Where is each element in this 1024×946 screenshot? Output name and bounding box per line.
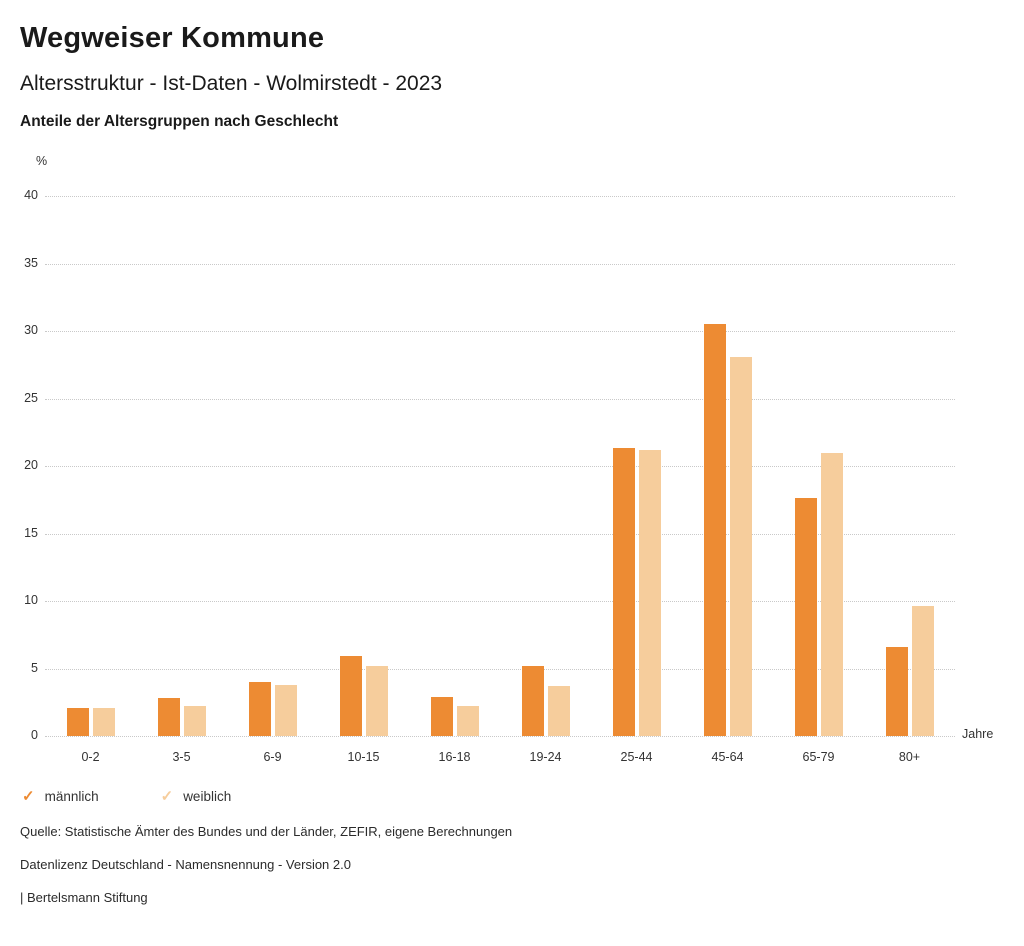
- y-tick-label: 30: [24, 323, 38, 337]
- gridline: [45, 736, 955, 737]
- x-tick-label: 3-5: [172, 750, 191, 764]
- brand-text: | Bertelsmann Stiftung: [20, 890, 148, 905]
- legend-item-maennlich[interactable]: ✓ männlich: [22, 789, 99, 804]
- check-icon: ✓: [160, 788, 174, 805]
- gridline: [45, 601, 955, 602]
- legend-label: männlich: [44, 789, 99, 804]
- page-header: Wegweiser Kommune Altersstruktur - Ist-D…: [0, 0, 1024, 131]
- x-tick-label: 16-18: [438, 750, 471, 764]
- bar-männlich-3-5[interactable]: [157, 698, 180, 736]
- gridline: [45, 263, 955, 265]
- bar-männlich-10-15[interactable]: [339, 656, 362, 736]
- bar-männlich-6-9[interactable]: [248, 682, 271, 736]
- page-title: Wegweiser Kommune: [20, 22, 325, 54]
- bar-weiblich-25-44[interactable]: [638, 449, 661, 736]
- bar-männlich-19-24[interactable]: [521, 665, 544, 736]
- bar-weiblich-3-5[interactable]: [183, 706, 206, 736]
- gridline: [45, 533, 955, 535]
- x-tick-label: 0-2: [81, 750, 100, 764]
- y-tick-label: 5: [31, 660, 38, 675]
- bar-männlich-0-2[interactable]: [66, 707, 89, 736]
- x-tick-label: 25-44: [620, 750, 653, 764]
- legend-item-weiblich[interactable]: ✓ weiblich: [161, 789, 232, 804]
- y-tick-label: 10: [24, 593, 38, 607]
- source-text: Quelle: Statistische Ämter des Bundes un…: [20, 824, 513, 839]
- bar-männlich-65-79[interactable]: [794, 498, 817, 736]
- x-tick-label: 45-64: [711, 750, 744, 764]
- bar-weiblich-6-9[interactable]: [274, 684, 297, 736]
- bar-männlich-16-18[interactable]: [430, 696, 453, 736]
- license-text: Datenlizenz Deutschland - Namensnennung …: [20, 857, 351, 872]
- x-axis-unit-label: Jahre: [962, 727, 994, 741]
- gridline: [45, 668, 955, 670]
- bar-männlich-45-64[interactable]: [703, 324, 726, 736]
- x-tick-label: 10-15: [347, 750, 380, 764]
- chart-legend: ✓ männlich ✓ weiblich: [22, 789, 1024, 804]
- bar-chart: % 0 5 10 15 20 25 30 35 40 0-2 3-5 6-9 10-15 16-18 19-…: [0, 136, 1024, 781]
- legend-label: weiblich: [183, 789, 232, 804]
- bar-weiblich-45-64[interactable]: [729, 356, 752, 736]
- y-tick-label: 0: [31, 728, 38, 742]
- y-tick-label: 25: [24, 390, 38, 405]
- y-tick-label: 40: [24, 188, 38, 202]
- x-tick-label: 80+: [898, 750, 921, 764]
- chart-heading: Anteile der Altersgruppen nach Geschlech…: [20, 113, 339, 130]
- y-axis-unit-label: %: [36, 154, 48, 168]
- bar-weiblich-65-79[interactable]: [820, 452, 843, 736]
- x-tick-label: 19-24: [529, 750, 562, 764]
- bar-weiblich-10-15[interactable]: [365, 665, 388, 736]
- y-tick-label: 15: [24, 525, 38, 540]
- bar-weiblich-0-2[interactable]: [92, 707, 115, 736]
- gridline: [45, 466, 955, 467]
- x-tick-label: 65-79: [802, 750, 835, 764]
- bar-männlich-80+[interactable]: [885, 646, 908, 736]
- bar-männlich-25-44[interactable]: [612, 448, 635, 736]
- gridline: [45, 196, 955, 197]
- page-subtitle: Altersstruktur - Ist-Daten - Wolmirstedt…: [20, 72, 443, 95]
- y-tick-label: 20: [24, 458, 38, 472]
- bar-weiblich-80+[interactable]: [911, 606, 934, 736]
- gridline: [45, 331, 955, 332]
- bar-weiblich-19-24[interactable]: [547, 686, 570, 736]
- gridline: [45, 398, 955, 400]
- bar-weiblich-16-18[interactable]: [456, 706, 479, 736]
- check-icon: ✓: [22, 788, 35, 805]
- y-tick-label: 35: [24, 255, 38, 270]
- page-footer: Quelle: Statistische Ämter des Bundes un…: [20, 824, 1024, 905]
- x-tick-label: 6-9: [263, 750, 282, 764]
